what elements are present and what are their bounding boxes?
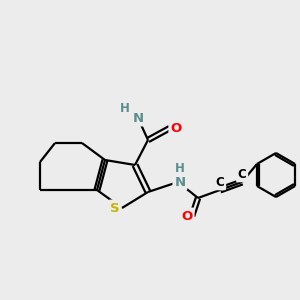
Text: N: N (132, 112, 144, 124)
Text: N: N (174, 176, 186, 188)
Text: O: O (182, 209, 193, 223)
Text: H: H (120, 101, 130, 115)
Text: O: O (170, 122, 182, 134)
Text: H: H (122, 101, 132, 115)
Text: C: C (238, 167, 246, 181)
Text: H: H (175, 161, 185, 175)
Text: S: S (110, 202, 120, 214)
Text: C: C (216, 176, 224, 188)
